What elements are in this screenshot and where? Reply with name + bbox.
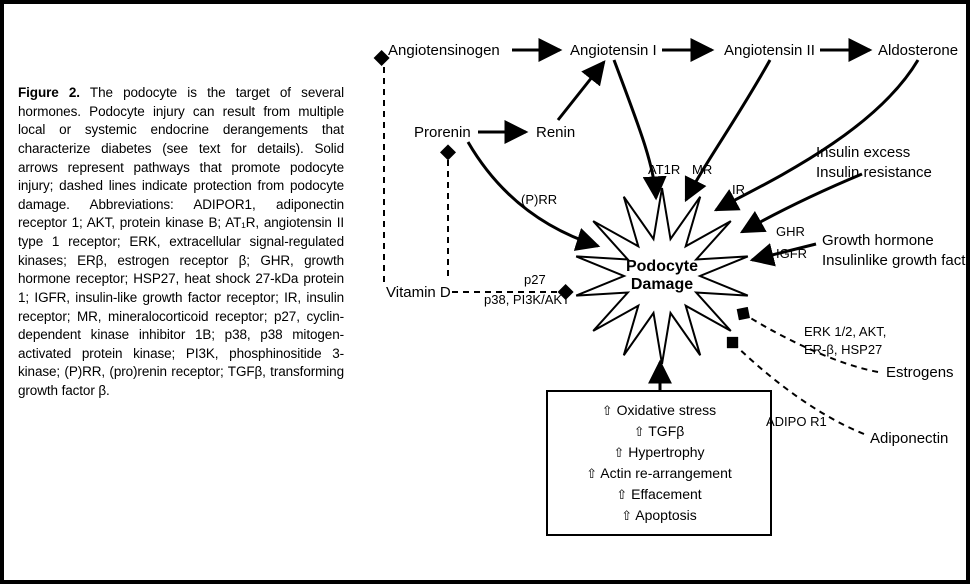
effects-row-text: Hypertrophy [628,444,704,460]
pathway-diagram: Angiotensinogen Angiotensin I Angiotensi… [354,14,964,574]
node-prorenin: Prorenin [414,124,471,141]
node-aldosterone: Aldosterone [878,42,958,59]
star-label: Podocyte Damage [612,258,712,294]
label-erb: ER-β, HSP27 [804,342,882,357]
figure-frame: Figure 2. The podocyte is the target of … [0,0,970,584]
effects-row: ⇧ Actin re-arrangement [566,463,752,484]
effects-row: ⇧ Effacement [566,484,752,505]
label-igfr: IGFR [776,246,807,261]
effects-row-text: Oxidative stress [617,402,717,418]
label-erk: ERK 1/2, AKT, [804,324,886,339]
effects-row-text: Effacement [631,486,702,502]
node-insulin-resistance: Insulin resistance [816,164,932,181]
node-angiotensin1: Angiotensin I [570,42,657,59]
solid-arrows [468,50,918,392]
star-label-l1: Podocyte [612,258,712,276]
caption-body: The podocyte is the target of several ho… [18,85,344,398]
node-adiponectin: Adiponectin [870,430,948,447]
node-angiotensin2: Angiotensin II [724,42,815,59]
label-prr: (P)RR [521,192,557,207]
label-at1r: AT1R [648,162,680,177]
star-label-l2: Damage [612,276,712,294]
node-angiotensinogen: Angiotensinogen [388,42,500,59]
node-insulin-excess: Insulin excess [816,144,910,161]
node-estrogens: Estrogens [886,364,954,381]
node-growth-hormone: Growth hormone [822,232,934,249]
label-p27: p27 [524,272,546,287]
effects-row: ⇧ Apoptosis [566,505,752,526]
node-vitamin-d: Vitamin D [386,284,451,301]
effects-row: ⇧ Oxidative stress [566,400,752,421]
node-renin: Renin [536,124,575,141]
caption-title: Figure 2. [18,85,80,100]
effects-row-text: TGFβ [648,423,684,439]
figure-caption: Figure 2. The podocyte is the target of … [18,84,344,401]
label-p38: p38, PI3K/AKT [484,292,570,307]
node-igf1: Insulinlike growth factor I [822,252,970,269]
label-ir: IR [732,182,745,197]
label-mr: MR [692,162,712,177]
effects-row: ⇧ TGFβ [566,421,752,442]
effects-row-text: Apoptosis [635,507,696,523]
label-ghr: GHR [776,224,805,239]
label-adipor1: ADIPO R1 [766,414,827,429]
effects-row: ⇧ Hypertrophy [566,442,752,463]
effects-row-text: Actin re-arrangement [600,465,732,481]
effects-box: ⇧ Oxidative stress⇧ TGFβ⇧ Hypertrophy⇧ A… [546,390,772,536]
